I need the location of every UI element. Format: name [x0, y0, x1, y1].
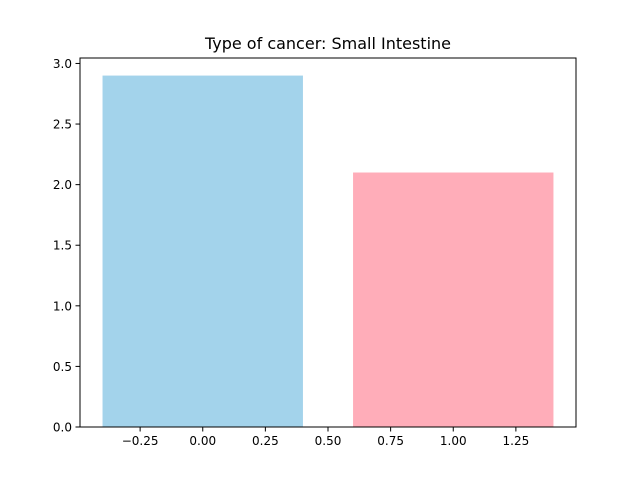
y-tick-label: 0.0 — [53, 421, 72, 435]
y-tick-label: 2.0 — [53, 178, 72, 192]
x-axis-ticks: −0.25 0.00 0.25 0.50 0.75 1.00 1.25 — [122, 427, 530, 448]
y-tick-label: 1.5 — [53, 239, 72, 253]
x-tick-label: 1.00 — [440, 434, 467, 448]
x-tick-label: 0.25 — [252, 434, 279, 448]
x-tick-label: 0.50 — [315, 434, 342, 448]
chart-title: Type of cancer: Small Intestine — [204, 34, 451, 53]
x-tick-label: −0.25 — [122, 434, 159, 448]
y-tick-label: 1.0 — [53, 299, 72, 313]
y-axis-ticks: 0.0 0.5 1.0 1.5 2.0 2.5 3.0 — [53, 57, 80, 435]
y-tick-label: 0.5 — [53, 360, 72, 374]
x-tick-label: 0.00 — [189, 434, 216, 448]
x-tick-label: 1.25 — [503, 434, 530, 448]
y-tick-label: 3.0 — [53, 57, 72, 71]
x-tick-label: 0.75 — [377, 434, 404, 448]
bars-layer — [102, 75, 554, 428]
bar-0 — [102, 75, 303, 428]
bar-1 — [353, 172, 554, 427]
y-tick-label: 2.5 — [53, 118, 72, 132]
